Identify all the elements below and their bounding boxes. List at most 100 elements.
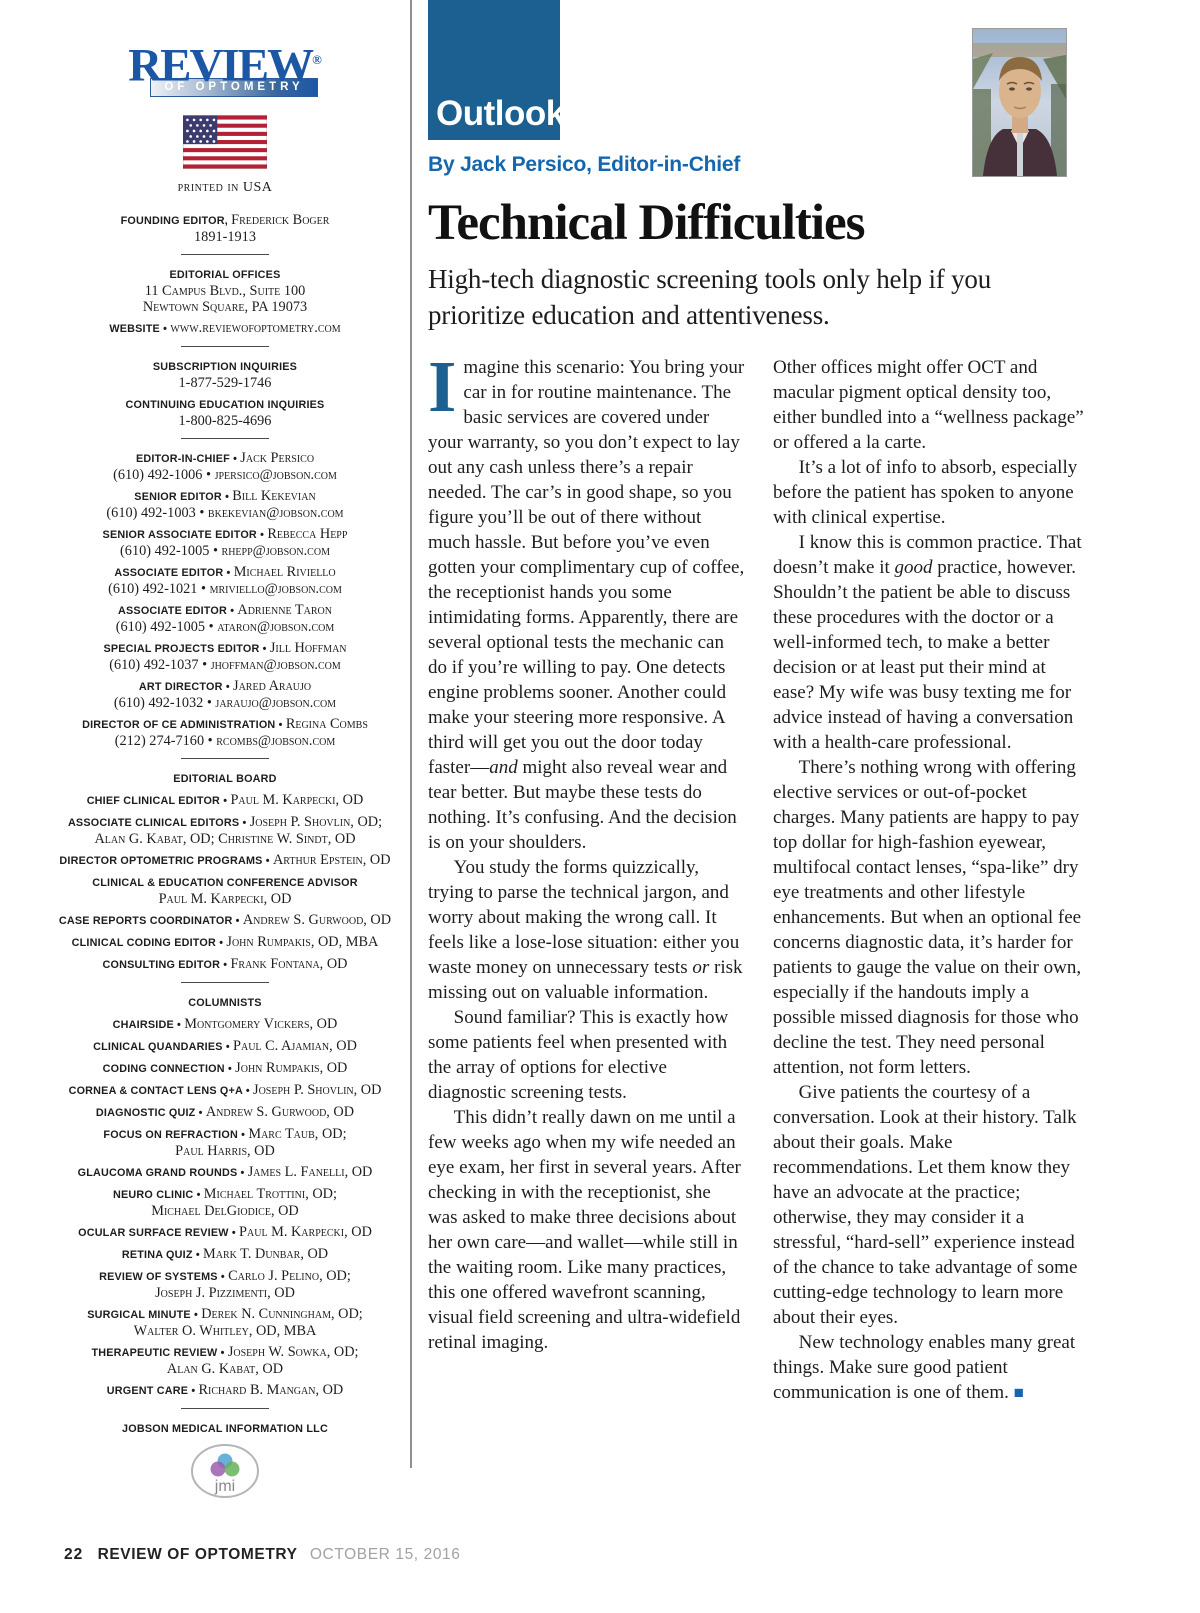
masthead-label: URGENT CARE • bbox=[106, 1384, 199, 1397]
masthead-label: DIAGNOSTIC QUIZ • bbox=[95, 1106, 206, 1119]
masthead-entry: ASSOCIATE EDITOR • Michael Riviello (610)… bbox=[58, 564, 392, 597]
paragraph-text: It’s a lot of info to absorb, especially… bbox=[773, 457, 1078, 528]
masthead-value: (610) 492-1003 • bbox=[106, 504, 208, 521]
masthead-value: Derek N. Cunningham, OD; bbox=[201, 1305, 363, 1322]
paragraph-text: Give patients the courtesy of a conversa… bbox=[773, 1082, 1078, 1328]
logo-subtitle-bar: OF OPTOMETRY bbox=[150, 77, 318, 97]
masthead-value: Mark T. Dunbar, OD bbox=[203, 1245, 329, 1262]
masthead-value: Andrew S. Gurwood, OD bbox=[242, 911, 392, 928]
article-main: Outlook By Jack Persico, Editor-in-Chief bbox=[428, 0, 1090, 1405]
masthead-value: ataron@jobson.com bbox=[217, 618, 335, 635]
masthead-label: SPECIAL PROJECTS EDITOR • bbox=[103, 642, 270, 655]
masthead-entry: DIRECTOR OPTOMETRIC PROGRAMS • Arthur Ep… bbox=[58, 852, 392, 869]
masthead-label: JOBSON MEDICAL INFORMATION LLC bbox=[122, 1422, 328, 1435]
masthead-label: WEBSITE • bbox=[109, 322, 171, 335]
masthead-line: FOUNDING EDITOR, Frederick Boger bbox=[58, 212, 392, 229]
us-flag-icon bbox=[58, 114, 392, 174]
masthead-value: Michael Riviello bbox=[233, 563, 336, 580]
masthead-entry: CLINICAL QUANDARIES • Paul C. Ajamian, O… bbox=[58, 1038, 392, 1055]
masthead-line: SUBSCRIPTION INQUIRIES bbox=[58, 358, 392, 375]
page-footer: 22 REVIEW OF OPTOMETRY OCTOBER 15, 2016 bbox=[64, 1546, 460, 1564]
masthead-value: Adrienne Taron bbox=[237, 601, 332, 618]
masthead-line: GLAUCOMA GRAND ROUNDS • James L. Fanelli… bbox=[58, 1164, 392, 1181]
masthead-line: EDITOR-IN-CHIEF • Jack Persico bbox=[58, 450, 392, 467]
masthead-label: CLINICAL CODING EDITOR • bbox=[71, 936, 227, 949]
masthead-value: bkekevian@jobson.com bbox=[207, 504, 344, 521]
masthead-label: OCULAR SURFACE REVIEW • bbox=[78, 1226, 240, 1239]
article-paragraph: New technology enables many great things… bbox=[773, 1330, 1090, 1405]
masthead-label: ASSOCIATE EDITOR • bbox=[118, 604, 238, 617]
masthead-value: Newtown Square, PA 19073 bbox=[142, 298, 308, 315]
masthead-label: DIRECTOR OF CE ADMINISTRATION • bbox=[82, 718, 286, 731]
masthead-value: Joseph W. Sowka, OD; bbox=[227, 1343, 359, 1360]
masthead-label: CLINICAL & EDUCATION CONFERENCE ADVISOR bbox=[92, 876, 358, 889]
footer-issue-date: OCTOBER 15, 2016 bbox=[309, 1546, 461, 1563]
paragraph-text: This didn’t really dawn on me until a fe… bbox=[428, 1107, 741, 1353]
masthead-label: SURGICAL MINUTE • bbox=[87, 1308, 202, 1321]
article-paragraph: You study the forms quizzically, trying … bbox=[428, 855, 745, 1005]
masthead-line: CLINICAL & EDUCATION CONFERENCE ADVISOR bbox=[58, 874, 392, 891]
masthead-label: CONTINUING EDUCATION INQUIRIES bbox=[125, 398, 325, 411]
jmi-logo: jmi bbox=[58, 1442, 392, 1505]
masthead-value: Montgomery Vickers, OD bbox=[184, 1015, 338, 1032]
footer-magazine-name: REVIEW OF OPTOMETRY bbox=[97, 1546, 298, 1563]
masthead-value: Michael DelGiodice, OD bbox=[151, 1202, 299, 1219]
masthead-entry: EDITORIAL BOARD bbox=[58, 770, 392, 787]
masthead-value: jhoffman@jobson.com bbox=[210, 656, 341, 673]
masthead-value: Jill Hoffman bbox=[269, 639, 347, 656]
masthead-sections: FOUNDING EDITOR, Frederick Boger 1891-191… bbox=[58, 212, 392, 1437]
masthead-value: Andrew S. Gurwood, OD bbox=[205, 1103, 355, 1120]
masthead-entry: ART DIRECTOR • Jared Araujo (610) 492-103… bbox=[58, 678, 392, 711]
masthead-entry: NEURO CLINIC • Michael Trottini, OD; Mich… bbox=[58, 1186, 392, 1219]
masthead-entry: FOCUS ON REFRACTION • Marc Taub, OD; Paul… bbox=[58, 1126, 392, 1159]
masthead-entry: SURGICAL MINUTE • Derek N. Cunningham, O… bbox=[58, 1306, 392, 1339]
masthead-value: Frederick Boger bbox=[231, 211, 330, 228]
masthead-line: 1-877-529-1746 bbox=[58, 375, 392, 391]
masthead-line: (610) 492-1003 • bkekevian@jobson.com bbox=[58, 505, 392, 521]
masthead-value: Alan G. Kabat, OD; Christine W. Sindt, O… bbox=[94, 830, 356, 847]
masthead-value: Rebecca Hepp bbox=[267, 525, 348, 542]
masthead-label: SENIOR ASSOCIATE EDITOR • bbox=[102, 528, 268, 541]
masthead-line: EDITORIAL BOARD bbox=[58, 770, 392, 787]
masthead-entry: SPECIAL PROJECTS EDITOR • Jill Hoffman (6… bbox=[58, 640, 392, 673]
logo-word: REVIEW bbox=[128, 39, 314, 92]
masthead-entry: EDITOR-IN-CHIEF • Jack Persico (610) 492-… bbox=[58, 450, 392, 483]
masthead-value: jaraujo@jobson.com bbox=[215, 694, 337, 711]
masthead-value: (610) 492-1006 • bbox=[113, 466, 215, 483]
masthead-value: Jack Persico bbox=[240, 449, 315, 466]
masthead-entry: REVIEW OF SYSTEMS • Carlo J. Pelino, OD;… bbox=[58, 1268, 392, 1301]
masthead-entry: FOUNDING EDITOR, Frederick Boger 1891-191… bbox=[58, 212, 392, 245]
masthead-line: Alan G. Kabat, OD; Christine W. Sindt, O… bbox=[58, 831, 392, 847]
masthead-label: GLAUCOMA GRAND ROUNDS • bbox=[77, 1166, 248, 1179]
masthead-value: Paul C. Ajamian, OD bbox=[233, 1037, 357, 1054]
masthead-line: CONTINUING EDUCATION INQUIRIES bbox=[58, 396, 392, 413]
masthead-entry: CHIEF CLINICAL EDITOR • Paul M. Karpecki… bbox=[58, 792, 392, 809]
masthead-entry: ASSOCIATE EDITOR • Adrienne Taron (610) 4… bbox=[58, 602, 392, 635]
masthead-label: SENIOR EDITOR • bbox=[134, 490, 233, 503]
masthead-line: Paul Harris, OD bbox=[58, 1143, 392, 1159]
masthead-value: Carlo J. Pelino, OD; bbox=[228, 1267, 351, 1284]
article-paragraph: I know this is common practice. That doe… bbox=[773, 530, 1090, 755]
masthead-value: mriviello@jobson.com bbox=[209, 580, 342, 597]
masthead-value: Joseph J. Pizzimenti, OD bbox=[155, 1284, 295, 1301]
masthead-value: Arthur Epstein, OD bbox=[272, 851, 391, 868]
masthead-label: CHAIRSIDE • bbox=[112, 1018, 185, 1031]
end-of-article-mark: ■ bbox=[1013, 1383, 1024, 1402]
section-banner: Outlook bbox=[428, 0, 565, 140]
masthead-value: Bill Kekevian bbox=[232, 487, 316, 504]
masthead-line: THERAPEUTIC REVIEW • Joseph W. Sowka, OD… bbox=[58, 1344, 392, 1361]
masthead-line: SENIOR ASSOCIATE EDITOR • Rebecca Hepp bbox=[58, 526, 392, 543]
masthead-label: RETINA QUIZ • bbox=[121, 1248, 204, 1261]
masthead-line: (610) 492-1006 • jpersico@jobson.com bbox=[58, 467, 392, 483]
masthead-line: 11 Campus Blvd., Suite 100 bbox=[58, 283, 392, 299]
masthead-sidebar: REVIEW® OF OPTOMETRY printed in USA FOUN… bbox=[58, 38, 392, 1505]
masthead-label: CASE REPORTS COORDINATOR • bbox=[58, 914, 243, 927]
paragraph-text: Other offices might offer OCT and macula… bbox=[773, 357, 1084, 453]
masthead-value: www.reviewofoptometry.com bbox=[170, 319, 341, 336]
masthead-line: DIAGNOSTIC QUIZ • Andrew S. Gurwood, OD bbox=[58, 1104, 392, 1121]
masthead-value: (212) 274-7160 • bbox=[114, 732, 217, 749]
masthead-entry: ASSOCIATE CLINICAL EDITORS • Joseph P. S… bbox=[58, 814, 392, 847]
masthead-line: Alan G. Kabat, OD bbox=[58, 1361, 392, 1377]
registered-mark: ® bbox=[312, 52, 322, 67]
